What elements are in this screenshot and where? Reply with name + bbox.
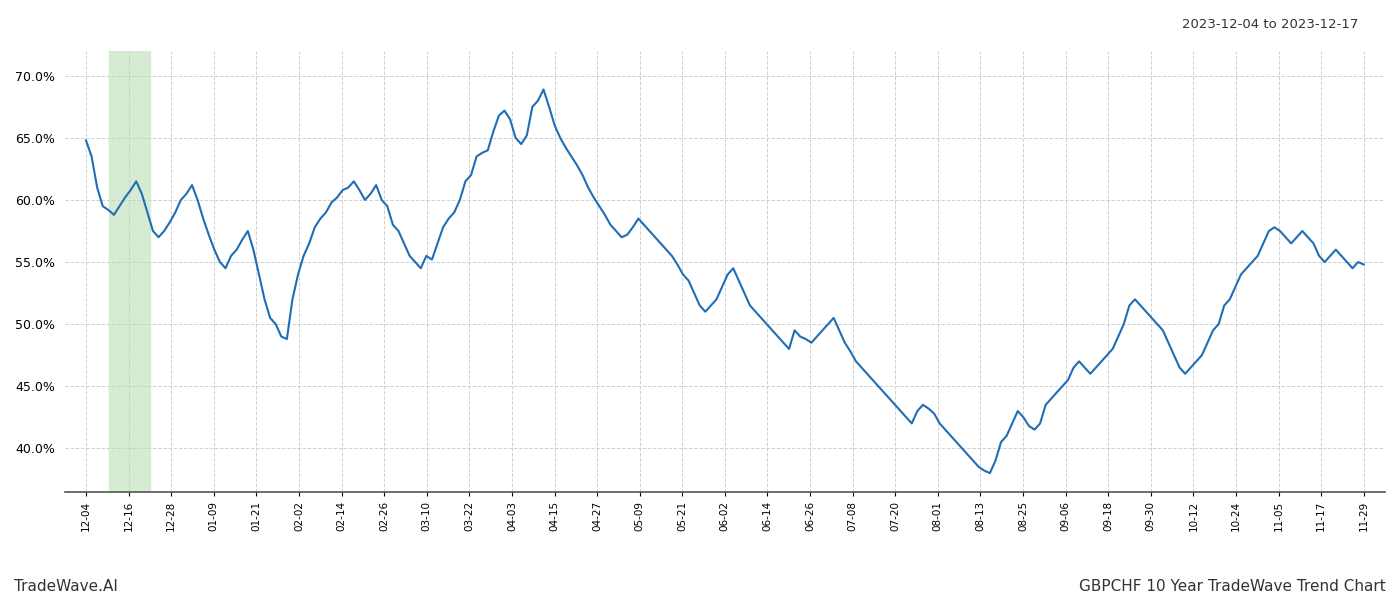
Text: TradeWave.AI: TradeWave.AI: [14, 579, 118, 594]
Text: 2023-12-04 to 2023-12-17: 2023-12-04 to 2023-12-17: [1182, 18, 1358, 31]
Text: GBPCHF 10 Year TradeWave Trend Chart: GBPCHF 10 Year TradeWave Trend Chart: [1079, 579, 1386, 594]
Bar: [109, 51, 150, 492]
